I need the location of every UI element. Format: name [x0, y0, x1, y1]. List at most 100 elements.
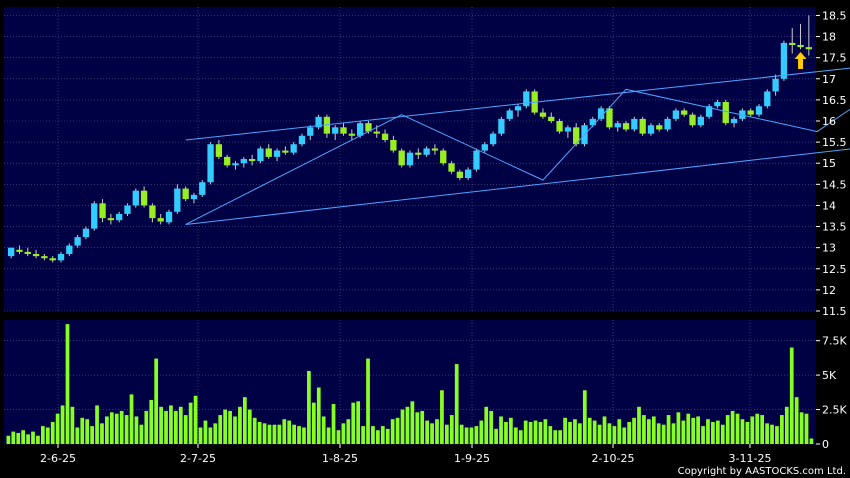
candle-up: [597, 108, 605, 119]
volume-bar: [469, 427, 474, 444]
candle-up: [315, 116, 322, 128]
volume-bar: [139, 424, 144, 444]
volume-bar: [533, 420, 538, 444]
price-tick-label: 13: [822, 242, 836, 255]
volume-bar: [765, 423, 769, 444]
volume-bar: [789, 347, 794, 444]
candle-up: [124, 205, 131, 214]
candle-down: [41, 256, 48, 259]
annotations: [794, 52, 807, 69]
volume-bar: [666, 415, 671, 444]
volume-bar: [494, 428, 498, 444]
volume-bar: [755, 413, 760, 444]
candle-down: [390, 140, 397, 151]
candle-down: [689, 114, 696, 126]
volume-bar: [6, 435, 11, 444]
candle-down: [797, 45, 804, 48]
volume-bar: [543, 419, 548, 444]
volume-bar: [405, 406, 410, 444]
volume-bar: [346, 419, 351, 444]
volume-bar: [711, 421, 715, 444]
volume-bar: [671, 423, 676, 444]
volume-bar: [292, 424, 296, 444]
volume-tick-label: 5K: [822, 369, 837, 382]
volume-bar: [425, 420, 430, 444]
candle-down: [215, 144, 223, 157]
candle-down: [149, 205, 156, 219]
volume-bar: [799, 412, 804, 444]
volume-bar: [307, 370, 311, 444]
volume-bar: [247, 409, 252, 444]
date-tick-label: 2-10-25: [592, 452, 635, 465]
volume-bar: [715, 420, 720, 444]
candle-down: [140, 190, 148, 206]
candle-up: [672, 110, 680, 119]
candle-down: [248, 159, 256, 162]
candle-up: [514, 106, 522, 111]
candle-up: [273, 150, 281, 157]
candle-down: [398, 150, 405, 166]
volume-bar: [356, 401, 361, 444]
volume-bar: [459, 424, 464, 444]
candle-up: [190, 194, 198, 200]
volume-bar: [435, 419, 439, 444]
volume-bar: [366, 358, 370, 444]
candle-up: [473, 150, 480, 170]
candle-up: [631, 118, 638, 130]
volume-bar: [75, 427, 80, 444]
date-tick-label: 2-7-25: [180, 452, 216, 465]
volume-bar: [676, 412, 681, 444]
volume-bar: [233, 416, 237, 444]
volume-bar: [55, 413, 60, 444]
volume-bar: [587, 417, 592, 444]
volume-bar: [597, 424, 602, 444]
price-tick-label: 16.5: [822, 94, 847, 107]
candle-up: [165, 211, 173, 223]
volume-bar: [400, 409, 405, 444]
volume-bar: [745, 421, 750, 444]
price-tick-label: 16: [822, 115, 836, 128]
volume-bar: [656, 423, 661, 444]
volume-bar: [36, 435, 40, 444]
volume-bar: [385, 428, 390, 444]
volume-bar: [612, 426, 617, 444]
candle-up: [697, 116, 704, 126]
volume-bars: [6, 324, 814, 444]
volume-bar: [484, 406, 489, 444]
price-tick-label: 12: [822, 284, 836, 297]
candle-up: [647, 125, 655, 134]
volume-bar: [474, 426, 479, 444]
trendline-upper-channel: [185, 67, 850, 141]
volume-bar: [361, 426, 365, 444]
volume-bar: [267, 424, 272, 444]
volume-bar: [297, 426, 301, 444]
volume-bar: [208, 427, 213, 444]
price-tick-label: 14: [822, 199, 836, 212]
volume-bar: [95, 405, 99, 444]
volume-bar: [169, 405, 173, 444]
volume-bar: [430, 423, 434, 444]
volume-bar: [794, 397, 799, 444]
date-tick-label: 1-8-25: [322, 452, 358, 465]
volume-bar: [720, 424, 725, 444]
candle-down: [456, 171, 464, 178]
candle-up: [564, 127, 572, 132]
volume-bar: [188, 402, 193, 444]
volume-bar: [661, 424, 666, 444]
candle-down: [16, 249, 23, 252]
candle-up: [406, 152, 414, 166]
candle-up: [498, 118, 505, 134]
date-axis: 2-6-25 2-7-25 1-8-25 1-9-25 2-10-25 3-11-25: [40, 444, 771, 465]
volume-bar: [444, 424, 449, 444]
volume-bar: [523, 420, 528, 444]
price-tick-label: 18.5: [822, 9, 847, 22]
volume-bar: [735, 413, 740, 444]
volume-bar: [203, 420, 208, 444]
volume-bar: [85, 419, 90, 444]
candle-up: [423, 148, 430, 155]
volume-bar: [646, 419, 651, 444]
candle-up: [298, 135, 306, 145]
volume-bar: [60, 405, 65, 444]
price-tick-label: 13.5: [822, 221, 847, 234]
candle-up: [332, 127, 339, 134]
